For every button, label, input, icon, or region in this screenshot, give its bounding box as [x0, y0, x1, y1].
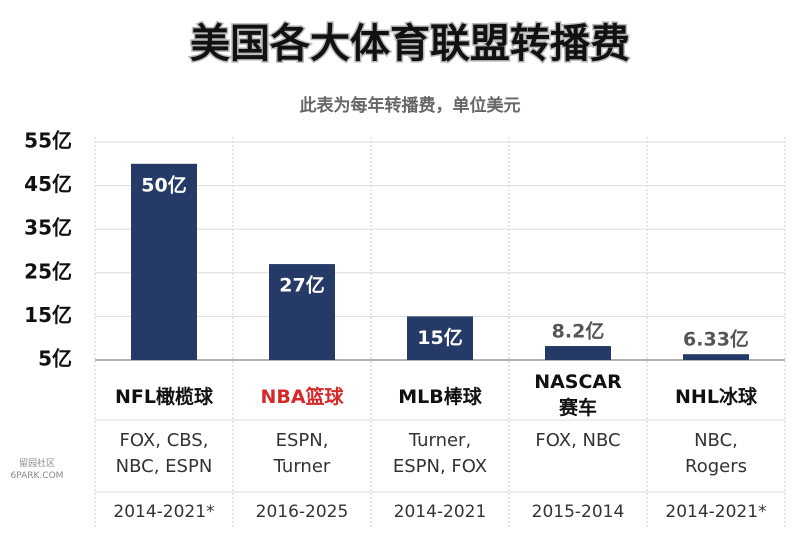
y-tick-label: 25亿 — [24, 259, 72, 283]
bar — [131, 163, 197, 360]
years: 2014-2021* — [113, 502, 215, 522]
x-tick-label: NFL橄榄球 — [115, 385, 213, 408]
years: 2014-2021* — [665, 502, 767, 522]
years: 2014-2021 — [393, 502, 487, 522]
watermark: 留园社区 6PARK.COM — [10, 459, 64, 481]
value-label: 50亿 — [141, 173, 186, 196]
value-label: 27亿 — [279, 274, 324, 297]
value-label: 8.2亿 — [552, 320, 605, 343]
y-tick-label: 45亿 — [24, 172, 72, 196]
broadcasters: FOX, NBC — [535, 430, 621, 451]
value-label: 6.33亿 — [683, 328, 749, 351]
broadcasters: Turner, ESPN, FOX — [392, 430, 488, 477]
bar — [545, 346, 611, 360]
y-tick-label: 35亿 — [24, 216, 72, 240]
x-tick-label: NASCAR 赛车 — [534, 370, 622, 419]
chart-subtitle: 此表为每年转播费，单位美元 — [300, 95, 521, 116]
y-tick-label: 5亿 — [38, 347, 72, 371]
value-label: 15亿 — [417, 326, 462, 349]
broadcasters: NBC, Rogers — [685, 430, 747, 477]
y-tick-label: 55亿 — [24, 129, 72, 153]
broadcasters: ESPN, Turner — [273, 430, 331, 477]
y-tick-label: 15亿 — [24, 303, 72, 327]
x-tick-label: MLB棒球 — [398, 385, 482, 408]
years: 2015-2014 — [531, 502, 625, 522]
bar — [407, 316, 473, 360]
bar — [269, 264, 335, 360]
x-tick-label: NBA篮球 — [260, 385, 344, 408]
years: 2016-2025 — [255, 502, 349, 522]
x-tick-label: NHL冰球 — [675, 385, 757, 408]
chart-title: 美国各大体育联盟转播费 — [190, 21, 630, 67]
bar — [683, 354, 749, 360]
broadcasters: FOX, CBS, NBC, ESPN — [115, 430, 213, 477]
